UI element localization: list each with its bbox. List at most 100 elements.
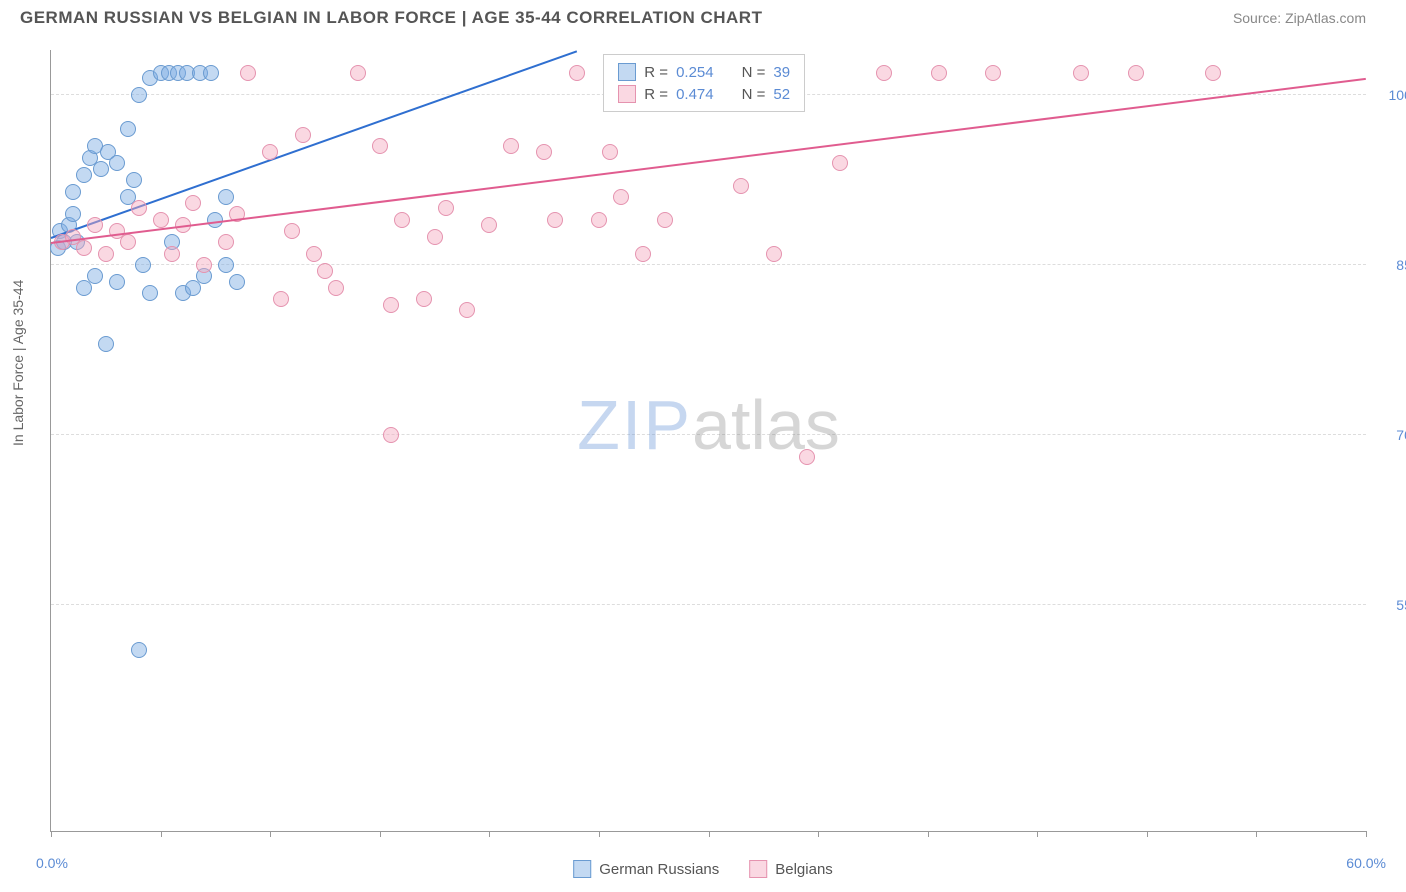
x-tick (161, 831, 162, 837)
data-point (93, 161, 109, 177)
gridline: 70.0% (51, 434, 1366, 435)
data-point (602, 144, 618, 160)
data-point (832, 155, 848, 171)
x-tick (928, 831, 929, 837)
data-point (569, 65, 585, 81)
x-tick (818, 831, 819, 837)
data-point (135, 257, 151, 273)
legend-swatch-icon (618, 63, 636, 81)
data-point (153, 212, 169, 228)
x-tick-label-max: 60.0% (1346, 855, 1386, 871)
y-tick-label: 100.0% (1376, 87, 1406, 103)
data-point (591, 212, 607, 228)
data-point (635, 246, 651, 262)
legend-swatch-icon (618, 85, 636, 103)
data-point (185, 195, 201, 211)
data-point (503, 138, 519, 154)
data-point (142, 285, 158, 301)
legend-series-label: German Russians (599, 861, 719, 878)
data-point (164, 246, 180, 262)
data-point (284, 223, 300, 239)
data-point (65, 184, 81, 200)
data-point (131, 642, 147, 658)
x-tick-label-min: 0.0% (36, 855, 68, 871)
data-point (438, 200, 454, 216)
data-point (131, 200, 147, 216)
data-point (76, 240, 92, 256)
gridline: 85.0% (51, 264, 1366, 265)
data-point (459, 302, 475, 318)
data-point (547, 212, 563, 228)
legend-swatch-icon (573, 860, 591, 878)
data-point (876, 65, 892, 81)
data-point (985, 65, 1001, 81)
watermark-atlas: atlas (692, 386, 840, 464)
chart-title: GERMAN RUSSIAN VS BELGIAN IN LABOR FORCE… (20, 8, 762, 28)
data-point (931, 65, 947, 81)
legend-r-label: R = (644, 86, 668, 103)
data-point (536, 144, 552, 160)
data-point (657, 212, 673, 228)
data-point (120, 234, 136, 250)
data-point (613, 189, 629, 205)
data-point (229, 274, 245, 290)
data-point (218, 234, 234, 250)
data-point (109, 274, 125, 290)
data-point (1128, 65, 1144, 81)
data-point (262, 144, 278, 160)
data-point (416, 291, 432, 307)
data-point (240, 65, 256, 81)
data-point (1073, 65, 1089, 81)
x-tick (709, 831, 710, 837)
legend-row: R =0.254N =39 (618, 61, 790, 83)
data-point (76, 280, 92, 296)
x-tick (270, 831, 271, 837)
data-point (218, 189, 234, 205)
data-point (98, 336, 114, 352)
data-point (766, 246, 782, 262)
chart-header: GERMAN RUSSIAN VS BELGIAN IN LABOR FORCE… (0, 0, 1406, 36)
scatter-chart: ZIPatlas R =0.254N =39R =0.474N =52 0.0%… (50, 50, 1366, 832)
data-point (295, 127, 311, 143)
legend-item: Belgians (749, 860, 833, 878)
legend-r-value: 0.474 (676, 86, 714, 103)
x-tick (51, 831, 52, 837)
x-tick (489, 831, 490, 837)
watermark-zip: ZIP (577, 386, 692, 464)
legend-n-label: N = (742, 64, 766, 81)
data-point (350, 65, 366, 81)
x-tick (1147, 831, 1148, 837)
y-tick-label: 70.0% (1376, 427, 1406, 443)
data-point (218, 257, 234, 273)
y-axis-label: In Labor Force | Age 35-44 (10, 280, 26, 446)
data-point (196, 257, 212, 273)
data-point (203, 65, 219, 81)
data-point (733, 178, 749, 194)
data-point (372, 138, 388, 154)
legend-n-label: N = (742, 86, 766, 103)
legend-item: German Russians (573, 860, 719, 878)
data-point (76, 167, 92, 183)
legend-series-label: Belgians (775, 861, 833, 878)
legend-row: R =0.474N =52 (618, 83, 790, 105)
data-point (273, 291, 289, 307)
legend-r-label: R = (644, 64, 668, 81)
data-point (317, 263, 333, 279)
data-point (427, 229, 443, 245)
y-tick-label: 55.0% (1376, 597, 1406, 613)
data-point (799, 449, 815, 465)
data-point (131, 87, 147, 103)
x-tick (1366, 831, 1367, 837)
data-point (481, 217, 497, 233)
chart-source: Source: ZipAtlas.com (1233, 10, 1366, 26)
data-point (109, 155, 125, 171)
y-tick-label: 85.0% (1376, 257, 1406, 273)
data-point (328, 280, 344, 296)
legend-series: German Russians Belgians (573, 860, 833, 878)
data-point (98, 246, 114, 262)
legend-r-value: 0.254 (676, 64, 714, 81)
x-tick (1037, 831, 1038, 837)
legend-swatch-icon (749, 860, 767, 878)
data-point (126, 172, 142, 188)
data-point (394, 212, 410, 228)
